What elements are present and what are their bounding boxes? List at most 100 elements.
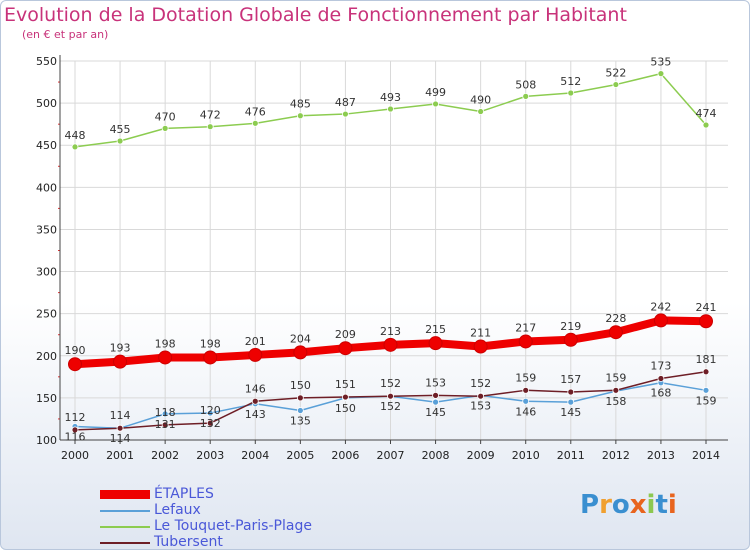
logo-letter: P: [580, 490, 600, 520]
y-tick-label: 250: [36, 308, 57, 321]
data-point: [387, 105, 394, 113]
y-tick-label: 400: [36, 181, 57, 194]
data-label: 193: [110, 342, 131, 355]
legend-swatch: [100, 526, 150, 528]
x-tick-label: 2009: [467, 449, 495, 462]
x-tick-label: 2011: [557, 449, 585, 462]
data-point: [161, 421, 169, 429]
x-tick-label: 2008: [422, 449, 450, 462]
data-label: 151: [335, 378, 356, 391]
x-tick-label: 2007: [377, 449, 405, 462]
data-point: [432, 100, 439, 108]
data-point: [518, 334, 533, 349]
legend-swatch: [100, 490, 150, 499]
data-label: 116: [65, 431, 86, 444]
data-point: [612, 81, 620, 88]
data-label: 114: [110, 409, 131, 422]
data-point: [522, 397, 530, 405]
data-label: 135: [290, 415, 311, 428]
data-label: 241: [696, 301, 717, 314]
y-tick-label: 450: [36, 139, 57, 152]
y-tick-label: 350: [36, 223, 57, 236]
x-tick-label: 2014: [692, 449, 720, 462]
data-point: [702, 368, 710, 376]
logo-letter: x: [629, 490, 647, 520]
data-label: 470: [155, 110, 176, 123]
data-label: 157: [560, 373, 581, 386]
logo-letter: o: [611, 490, 630, 520]
data-label: 150: [290, 379, 311, 392]
data-point: [567, 398, 575, 406]
data-point: [432, 398, 439, 406]
data-label: 522: [605, 67, 626, 80]
legend-label: Lefaux: [154, 502, 201, 518]
legend-swatch: [100, 510, 150, 512]
data-point: [296, 394, 304, 402]
data-point: [206, 409, 214, 417]
data-label: 181: [696, 353, 717, 366]
data-point: [116, 137, 124, 145]
chart-subtitle: (en € et par an): [22, 28, 109, 41]
data-point: [161, 124, 169, 132]
data-label: 152: [380, 377, 401, 390]
legend-label: Le Touquet-Paris-Plage: [154, 518, 312, 534]
data-point: [342, 393, 349, 401]
data-label: 204: [290, 332, 311, 345]
data-point: [608, 325, 623, 340]
data-label: 153: [470, 399, 491, 412]
data-label: 219: [560, 320, 581, 333]
data-point: [251, 119, 259, 127]
data-label: 120: [200, 404, 221, 417]
chart-title: Evolution de la Dotation Globale de Fonc…: [4, 4, 627, 26]
x-tick-label: 2013: [647, 449, 675, 462]
y-tick-label: 550: [36, 55, 57, 68]
data-label: 145: [560, 406, 581, 419]
data-label: 455: [110, 123, 131, 136]
data-label: 146: [245, 382, 266, 395]
x-tick-label: 2005: [286, 449, 314, 462]
data-point: [428, 336, 443, 351]
data-point: [71, 143, 79, 151]
data-label: 168: [650, 387, 671, 400]
data-label: 198: [155, 337, 176, 350]
data-label: 201: [245, 335, 266, 348]
data-point: [432, 391, 439, 399]
data-label: 448: [65, 129, 86, 142]
data-point: [116, 424, 124, 432]
data-label: 190: [65, 344, 86, 357]
data-point: [567, 388, 575, 396]
data-point: [68, 357, 82, 372]
data-point: [657, 375, 665, 382]
data-label: 158: [605, 395, 626, 408]
data-point: [203, 350, 218, 365]
data-point: [477, 392, 485, 400]
data-point: [473, 339, 488, 354]
data-point: [342, 110, 349, 118]
x-tick-label: 2003: [196, 449, 224, 462]
x-tick-label: 2012: [602, 449, 630, 462]
data-point: [206, 123, 214, 131]
x-tick-label: 2004: [241, 449, 269, 462]
data-label: 153: [425, 376, 446, 389]
data-label: 114: [110, 432, 131, 445]
data-label: 485: [290, 98, 311, 111]
data-label: 159: [605, 371, 626, 384]
data-label: 112: [65, 411, 86, 424]
data-label: 476: [245, 105, 266, 118]
data-point: [383, 337, 398, 352]
data-point: [567, 89, 575, 97]
data-point: [702, 386, 710, 394]
x-tick-label: 2002: [151, 449, 179, 462]
data-point: [657, 70, 665, 78]
data-label: 472: [200, 109, 221, 122]
data-label: 217: [515, 321, 536, 334]
legend-swatch: [100, 542, 150, 544]
data-point: [477, 108, 485, 115]
data-label: 131: [155, 418, 176, 431]
data-label: 487: [335, 96, 356, 109]
legend-label: Tubersent: [154, 534, 223, 550]
proxiti-logo: Proxiti: [580, 490, 677, 520]
data-point: [296, 112, 304, 120]
data-label: 228: [605, 312, 626, 325]
